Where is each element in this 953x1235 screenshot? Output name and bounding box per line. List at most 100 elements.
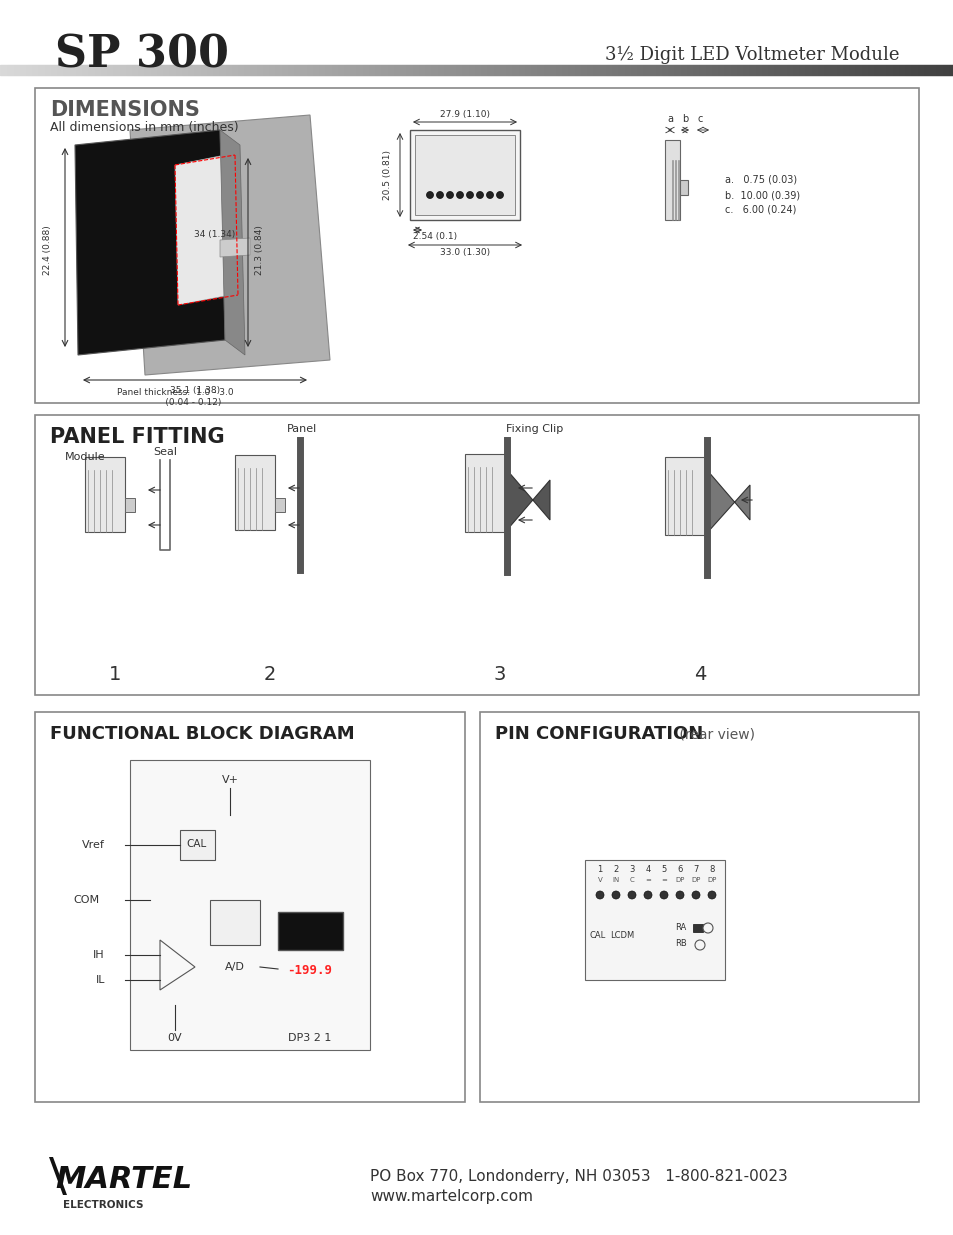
Bar xyxy=(25,65,26,75)
Text: SP 300: SP 300 xyxy=(55,33,229,77)
Bar xyxy=(872,65,873,75)
Bar xyxy=(555,65,556,75)
Bar xyxy=(6,65,7,75)
Bar xyxy=(676,65,677,75)
Text: DP: DP xyxy=(691,877,700,883)
Bar xyxy=(104,65,105,75)
Text: DP: DP xyxy=(706,877,716,883)
Bar xyxy=(417,65,418,75)
Bar xyxy=(172,65,173,75)
Bar xyxy=(826,65,827,75)
Bar xyxy=(327,65,328,75)
Bar xyxy=(209,65,210,75)
Bar xyxy=(915,65,916,75)
Bar xyxy=(767,65,768,75)
Bar xyxy=(81,65,82,75)
Bar xyxy=(305,65,306,75)
Polygon shape xyxy=(130,115,330,375)
Bar xyxy=(185,65,186,75)
Bar xyxy=(805,65,806,75)
Bar xyxy=(564,65,565,75)
Bar xyxy=(41,65,42,75)
Bar xyxy=(629,65,630,75)
Bar xyxy=(129,65,130,75)
Bar xyxy=(436,65,437,75)
Bar xyxy=(847,65,848,75)
Bar xyxy=(821,65,822,75)
Bar xyxy=(123,65,124,75)
Bar xyxy=(879,65,880,75)
Bar xyxy=(551,65,552,75)
Bar xyxy=(923,65,924,75)
Bar xyxy=(949,65,950,75)
Bar xyxy=(514,65,515,75)
Bar xyxy=(516,65,517,75)
Bar xyxy=(246,65,247,75)
Bar xyxy=(178,65,179,75)
Bar xyxy=(117,65,118,75)
Bar xyxy=(52,65,53,75)
Bar xyxy=(249,65,250,75)
Bar xyxy=(571,65,572,75)
Bar xyxy=(95,65,96,75)
Bar xyxy=(688,65,689,75)
Bar xyxy=(677,65,678,75)
Bar xyxy=(63,65,64,75)
Text: 2.54 (0.1): 2.54 (0.1) xyxy=(413,232,456,242)
Bar xyxy=(802,65,803,75)
Bar xyxy=(311,65,312,75)
Bar xyxy=(324,65,325,75)
Bar xyxy=(166,65,167,75)
Bar xyxy=(341,65,343,75)
Bar xyxy=(784,65,785,75)
Bar xyxy=(179,65,180,75)
Bar xyxy=(707,65,708,75)
Bar xyxy=(705,65,706,75)
Bar xyxy=(774,65,775,75)
Bar xyxy=(727,65,728,75)
Bar xyxy=(453,65,454,75)
Bar xyxy=(475,65,476,75)
Bar xyxy=(239,65,240,75)
Bar xyxy=(845,65,846,75)
Bar xyxy=(747,65,748,75)
Bar xyxy=(741,65,742,75)
Bar xyxy=(505,65,506,75)
Bar xyxy=(27,65,28,75)
Bar xyxy=(500,65,501,75)
Bar xyxy=(62,65,63,75)
Bar xyxy=(304,65,305,75)
Bar xyxy=(97,65,98,75)
Bar xyxy=(740,65,741,75)
Bar xyxy=(702,65,703,75)
Bar xyxy=(195,65,196,75)
Bar xyxy=(519,65,520,75)
Bar xyxy=(370,65,371,75)
Bar xyxy=(813,65,814,75)
Bar xyxy=(21,65,22,75)
Bar xyxy=(382,65,384,75)
Bar xyxy=(98,65,99,75)
Bar xyxy=(779,65,780,75)
Bar xyxy=(373,65,374,75)
Bar xyxy=(351,65,352,75)
Bar xyxy=(420,65,421,75)
Bar xyxy=(859,65,861,75)
Bar xyxy=(744,65,745,75)
Bar xyxy=(762,65,763,75)
Bar xyxy=(463,65,464,75)
Bar xyxy=(68,65,69,75)
Bar xyxy=(102,65,103,75)
Bar xyxy=(511,65,512,75)
Bar xyxy=(47,65,48,75)
Bar xyxy=(800,65,801,75)
Bar xyxy=(546,65,547,75)
Bar xyxy=(710,65,711,75)
Bar xyxy=(282,65,283,75)
Bar xyxy=(693,65,695,75)
Bar xyxy=(891,65,892,75)
Bar xyxy=(213,65,214,75)
Bar xyxy=(29,65,30,75)
Bar xyxy=(253,65,254,75)
Bar xyxy=(948,65,949,75)
